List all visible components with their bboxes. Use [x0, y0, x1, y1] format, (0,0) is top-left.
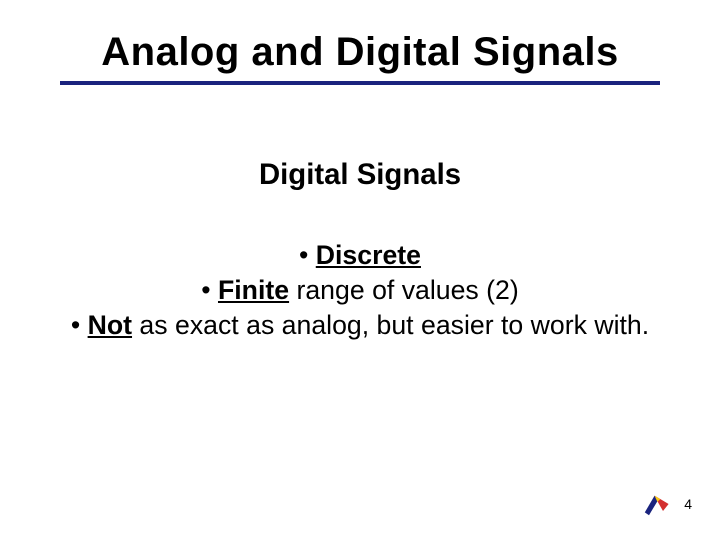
page-number: 4 [684, 496, 692, 512]
title-underline [60, 81, 660, 85]
bullet-underlined: Not [88, 310, 132, 340]
page-title: Analog and Digital Signals [60, 30, 660, 75]
subtitle: Digital Signals [0, 158, 720, 192]
bullet-item: • Finite range of values (2) [40, 275, 680, 306]
bullet-item: • Discrete [40, 240, 680, 271]
bullet-marker: • [71, 310, 88, 340]
bullet-rest: range of values (2) [289, 275, 519, 305]
bullet-underlined: Discrete [316, 240, 421, 270]
title-bar: Analog and Digital Signals [60, 30, 660, 85]
bullet-underlined: Finite [218, 275, 289, 305]
bullet-marker: • [201, 275, 218, 305]
bullet-marker: • [299, 240, 316, 270]
bullet-list: • Discrete • Finite range of values (2) … [40, 236, 680, 345]
bullet-rest: as exact as analog, but easier to work w… [132, 310, 649, 340]
arrow-logo-icon [642, 490, 670, 518]
bullet-item: • Not as exact as analog, but easier to … [40, 310, 680, 341]
slide: Analog and Digital Signals Digital Signa… [0, 0, 720, 540]
